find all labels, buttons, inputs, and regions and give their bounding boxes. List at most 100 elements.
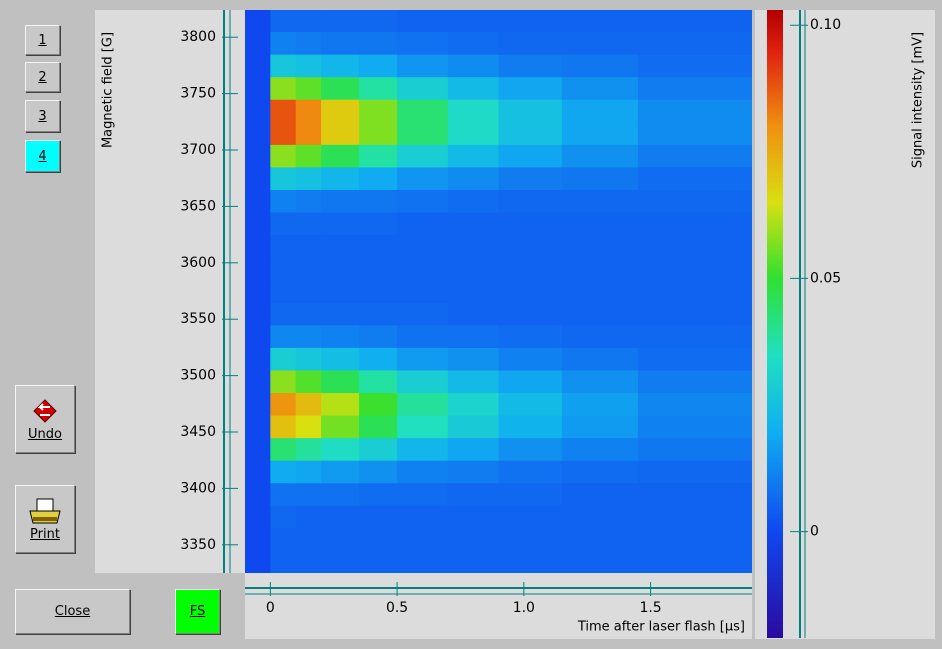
heatmap-cell [359,505,398,529]
heatmap-cell [270,505,297,529]
heatmap-cell [245,369,271,394]
heatmap-cell [447,505,499,529]
heatmap-cell [245,144,271,168]
heatmap-cell [561,527,639,551]
fs-button[interactable]: FS [175,589,220,634]
heatmap-cell [561,234,639,258]
heatmap-cell [561,279,639,303]
heatmap-cell [397,189,449,213]
heatmap-cell [397,234,449,258]
heatmap-cell [270,257,297,281]
heatmap-cell [321,279,360,303]
heatmap-cell [447,279,499,303]
heatmap-cell [561,212,639,236]
heatmap-cell [295,10,322,33]
colorbar-panel [755,10,935,639]
heatmap-cell [637,121,752,145]
heatmap-cell [321,527,360,551]
heatmap-cell [270,302,297,326]
heatmap-cell [321,99,360,123]
heatmap-cell [359,302,398,326]
heatmap-cell [295,302,322,326]
view-button[interactable]: 1 [25,25,60,55]
heatmap-cell [245,527,271,551]
heatmap-cell [637,31,752,55]
heatmap-cell [321,121,360,145]
heatmap-cell [245,347,271,371]
heatmap-cell [359,121,398,145]
print-icon [29,498,61,523]
heatmap-cell [498,550,563,573]
y-tick-label: 3700 [180,142,216,158]
heatmap-cell [637,324,752,348]
colorbar-tick-label: 0.05 [810,270,841,286]
y-tick-label: 3750 [180,86,216,102]
heatmap-cell [561,302,639,326]
heatmap-cell [397,369,449,394]
heatmap-cell [447,54,499,78]
view-button[interactable]: 3 [25,100,60,132]
heatmap-cell [561,505,639,529]
heatmap-cell [637,212,752,236]
heatmap-cell [359,324,398,348]
close-button[interactable]: Close [15,589,130,634]
y-tick-label: 3600 [180,255,216,271]
heatmap-cell [447,550,499,573]
heatmap-cell [321,460,360,484]
heatmap-cell [498,257,563,281]
heatmap-cell [295,76,322,100]
print-button[interactable]: Print [15,485,75,553]
heatmap-cell [270,189,297,213]
y-tick-label: 3400 [180,480,216,496]
heatmap-cell [447,257,499,281]
heatmap-cell [561,166,639,190]
heatmap-cell [637,482,752,506]
heatmap-cell [637,76,752,100]
x-axis-label: Time after laser flash [µs] [577,620,745,635]
heatmap-cell [245,99,271,123]
heatmap-cell [447,166,499,190]
view-button[interactable]: 2 [25,62,60,92]
heatmap-cell [295,166,322,190]
heatmap-cell [321,166,360,190]
heatmap-cell [321,76,360,100]
heatmap-cell [295,257,322,281]
heatmap-cell [295,415,322,439]
heatmap-cell [245,392,271,416]
heatmap-cell [447,324,499,348]
heatmap-cell [270,460,297,484]
heatmap-cell [359,234,398,258]
heatmap-cell [321,257,360,281]
heatmap-cell [245,166,271,190]
heatmap-cell [397,99,449,123]
heatmap-cell [359,392,398,416]
heatmap-cell [561,369,639,394]
heatmap-cell [637,505,752,529]
heatmap-cell [498,392,563,416]
heatmap-cell [270,347,297,371]
y-tick-label: 3350 [180,537,216,553]
heatmap-cell [561,392,639,416]
heatmap-cell [561,482,639,506]
heatmap-cell [295,279,322,303]
heatmap-cell [498,76,563,100]
heatmap-cell [498,279,563,303]
heatmap-cell [295,550,322,573]
heatmap-cell [447,347,499,371]
colorbar-tick-label: 0.10 [810,17,841,33]
heatmap-cell [447,189,499,213]
heatmap-cell [359,10,398,33]
heatmap-cell [295,121,322,145]
heatmap-cell [270,234,297,258]
heatmap-cell [561,347,639,371]
undo-label: Undo [28,426,62,442]
heatmap-cell [245,302,271,326]
heatmap-cell [270,482,297,506]
heatmap-cell [447,144,499,168]
view-button[interactable]: 4 [25,140,60,172]
undo-button[interactable]: Undo [15,385,75,453]
heatmap-cell [359,415,398,439]
heatmap-cell [270,527,297,551]
heatmap-cell [561,324,639,348]
heatmap-cell [397,324,449,348]
